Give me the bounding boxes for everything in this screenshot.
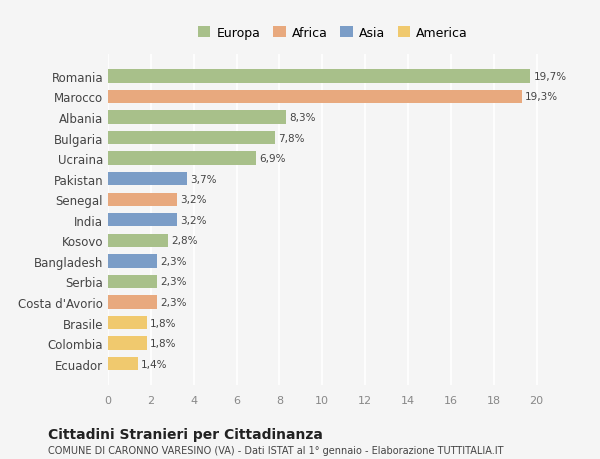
Text: 19,7%: 19,7% (533, 72, 566, 82)
Text: 1,4%: 1,4% (141, 359, 168, 369)
Text: 8,3%: 8,3% (289, 113, 316, 123)
Text: 3,2%: 3,2% (180, 215, 206, 225)
Text: 1,8%: 1,8% (150, 318, 176, 328)
Bar (108, 213, 176, 227)
Bar (108, 316, 146, 330)
Text: 3,2%: 3,2% (180, 195, 206, 205)
Text: Cittadini Stranieri per Cittadinanza: Cittadini Stranieri per Cittadinanza (48, 427, 323, 441)
Bar (108, 152, 256, 165)
Text: 3,7%: 3,7% (191, 174, 217, 185)
Text: 2,3%: 2,3% (161, 297, 187, 308)
Bar (108, 173, 187, 186)
Bar (108, 90, 521, 104)
Text: 2,3%: 2,3% (161, 277, 187, 287)
Bar (108, 193, 176, 207)
Bar (108, 337, 146, 350)
Text: 7,8%: 7,8% (278, 133, 305, 143)
Bar (108, 111, 286, 124)
Text: 1,8%: 1,8% (150, 338, 176, 348)
Text: COMUNE DI CARONNO VARESINO (VA) - Dati ISTAT al 1° gennaio - Elaborazione TUTTIT: COMUNE DI CARONNO VARESINO (VA) - Dati I… (48, 445, 503, 455)
Text: 2,8%: 2,8% (171, 236, 198, 246)
Bar (108, 132, 275, 145)
Bar (108, 357, 138, 370)
Bar (108, 70, 530, 84)
Text: 6,9%: 6,9% (259, 154, 286, 164)
Bar (108, 255, 157, 268)
Text: 2,3%: 2,3% (161, 256, 187, 266)
Bar (108, 234, 168, 247)
Bar (108, 275, 157, 289)
Bar (108, 296, 157, 309)
Text: 19,3%: 19,3% (525, 92, 558, 102)
Legend: Europa, Africa, Asia, America: Europa, Africa, Asia, America (193, 22, 473, 45)
